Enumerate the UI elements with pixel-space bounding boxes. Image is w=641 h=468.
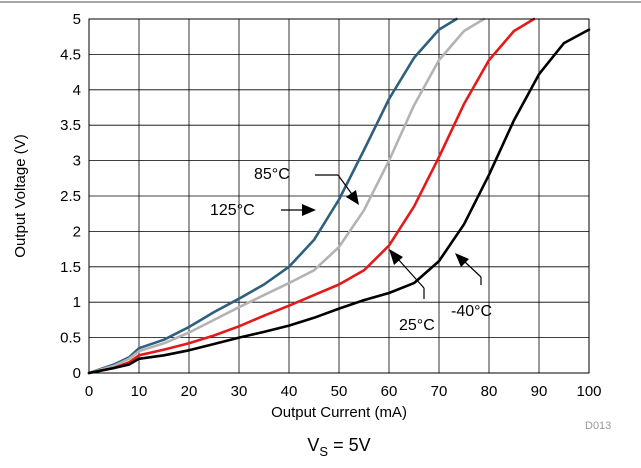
x-tick-label: 70	[431, 383, 448, 400]
x-tick-label: 100	[576, 383, 601, 400]
callout-125-label: 125°C	[210, 202, 255, 219]
callout-25-label: 25°C	[399, 317, 435, 334]
series-line-125c	[87, 17, 486, 375]
callout-25-leader-diag	[397, 258, 425, 289]
x-tick-label: 60	[381, 383, 398, 400]
y-tick-label: 4	[73, 82, 81, 99]
y-tick-label: 2.5	[60, 188, 81, 205]
y-tick-label: 5	[73, 11, 81, 28]
callout-125-arrowhead	[302, 204, 316, 216]
x-tick-label: 0	[85, 383, 93, 400]
callout-m40-arrowhead	[455, 253, 469, 267]
x-tick-label: 10	[131, 383, 148, 400]
y-tick-labels: 0 0.5 1 1.5 2 2.5 3 3.5 4 4.5 5	[60, 11, 81, 382]
y-tick-label: 1	[73, 294, 81, 311]
y-tick-label: 4.5	[60, 46, 81, 63]
caption-subscript: S	[319, 444, 328, 459]
callout-m40-label: -40°C	[451, 303, 492, 320]
x-tick-label: 50	[331, 383, 348, 400]
series-line-40c	[87, 28, 591, 375]
caption: VS = 5V	[307, 435, 370, 459]
series-layer	[87, 17, 591, 375]
y-tick-label: 3.5	[60, 117, 81, 134]
callout-85-label: 85°C	[254, 166, 290, 183]
y-tick-label: 1.5	[60, 259, 81, 276]
x-tick-label: 40	[281, 383, 298, 400]
callout-85-arrowhead	[346, 190, 359, 205]
y-tick-label: 0.5	[60, 330, 81, 347]
x-tick-label: 30	[231, 383, 248, 400]
caption-rest: = 5V	[328, 435, 371, 455]
caption-main: V	[307, 435, 319, 455]
series-line-25c	[87, 17, 536, 375]
plot-frame	[88, 18, 590, 374]
grid	[89, 19, 589, 373]
callouts: 85°C 125°C 25°C -40°C	[210, 166, 492, 334]
x-tick-label: 20	[181, 383, 198, 400]
callout-25-arrowhead	[389, 249, 403, 265]
series-line-85c	[87, 17, 458, 375]
x-tick-label: 80	[481, 383, 498, 400]
callout-m40-leader-diag	[464, 261, 482, 278]
x-axis-label: Output Current (mA)	[271, 404, 407, 421]
y-axis-label: Output Voltage (V)	[12, 134, 29, 257]
x-tick-label: 90	[531, 383, 548, 400]
y-tick-label: 3	[73, 153, 81, 170]
y-tick-label: 0	[73, 365, 81, 382]
document-id: D013	[585, 420, 611, 432]
x-tick-labels: 0 10 20 30 40 50 60 70 80 90 100	[85, 383, 602, 400]
y-tick-label: 2	[73, 223, 81, 240]
